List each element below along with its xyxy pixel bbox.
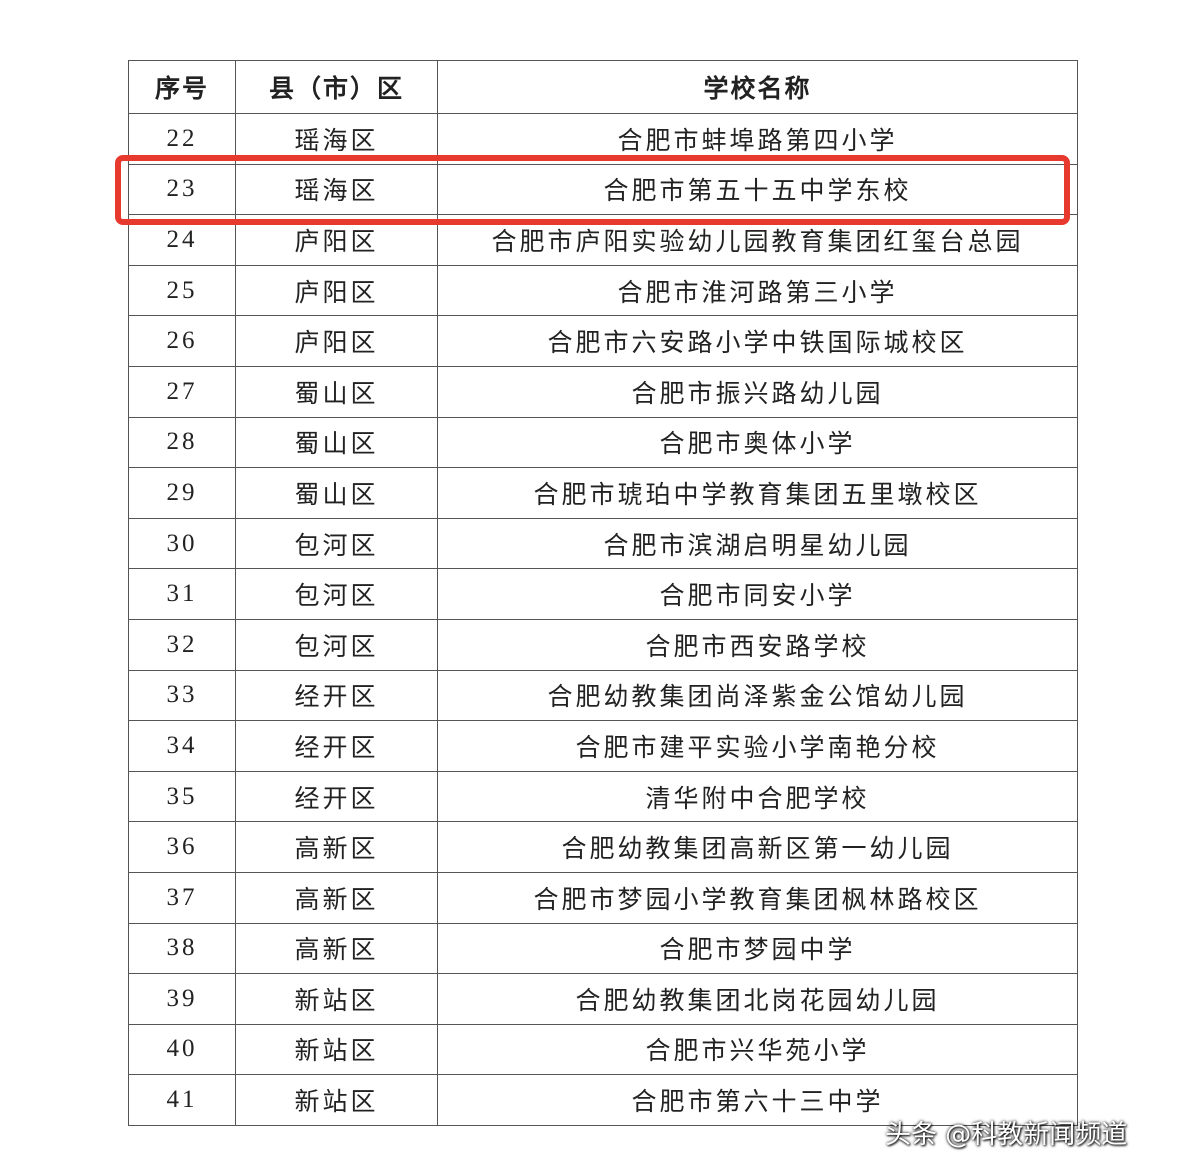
school-cell: 合肥市梦园小学教育集团枫林路校区	[437, 871, 1078, 924]
table-row: 28 蜀山区 合肥市奥体小学	[128, 416, 1078, 469]
index-cell: 35	[128, 770, 236, 823]
header-cell: 序号	[128, 60, 236, 114]
index-cell: 28	[128, 416, 236, 469]
school-cell: 合肥市淮河路第三小学	[437, 264, 1078, 317]
highlight-box	[115, 155, 1070, 225]
district-cell: 庐阳区	[235, 264, 438, 317]
table-row: 39 新站区 合肥幼教集团北岗花园幼儿园	[128, 973, 1078, 1025]
district-cell: 新站区	[235, 1074, 438, 1126]
table-row: 36 高新区 合肥幼教集团高新区第一幼儿园	[128, 821, 1078, 873]
district-cell: 高新区	[235, 922, 438, 975]
header-row: 序号 县（市）区 学校名称	[128, 60, 1078, 114]
index-cell: 26	[128, 315, 236, 367]
watermark-brand: 头条	[885, 1120, 938, 1150]
table-row: 30 包河区 合肥市滨湖启明星幼儿园	[128, 517, 1078, 570]
header-cell: 县（市）区	[235, 60, 438, 114]
district-cell: 经开区	[235, 770, 438, 823]
index-cell: 41	[128, 1074, 236, 1126]
school-cell: 清华附中合肥学校	[437, 770, 1078, 823]
table-row: 29 蜀山区 合肥市琥珀中学教育集团五里墩校区	[128, 467, 1078, 519]
index-cell: 23	[128, 163, 236, 216]
school-cell: 合肥市琥珀中学教育集团五里墩校区	[437, 467, 1078, 519]
district-cell: 经开区	[235, 720, 438, 772]
district-cell: 瑶海区	[235, 163, 438, 216]
district-cell: 经开区	[235, 669, 438, 722]
index-cell: 36	[128, 821, 236, 873]
index-cell: 39	[128, 973, 236, 1025]
table-row: 34 经开区 合肥市建平实验小学南艳分校	[128, 720, 1078, 772]
index-cell: 34	[128, 720, 236, 772]
table-row: 37 高新区 合肥市梦园小学教育集团枫林路校区	[128, 871, 1078, 924]
table-row: 35 经开区 清华附中合肥学校	[128, 770, 1078, 823]
school-cell: 合肥市同安小学	[437, 568, 1078, 620]
index-cell: 27	[128, 365, 236, 418]
index-cell: 32	[128, 618, 236, 671]
district-cell: 包河区	[235, 517, 438, 570]
district-cell: 蜀山区	[235, 365, 438, 418]
index-cell: 40	[128, 1023, 236, 1076]
district-cell: 高新区	[235, 821, 438, 873]
table-row: 33 经开区 合肥幼教集团尚泽紫金公馆幼儿园	[128, 669, 1078, 722]
school-cell: 合肥市滨湖启明星幼儿园	[437, 517, 1078, 570]
district-cell: 包河区	[235, 618, 438, 671]
district-cell: 蜀山区	[235, 416, 438, 469]
index-cell: 31	[128, 568, 236, 620]
district-cell: 高新区	[235, 871, 438, 924]
table-row: 38 高新区 合肥市梦园中学	[128, 922, 1078, 975]
table-row: 31 包河区 合肥市同安小学	[128, 568, 1078, 620]
index-cell: 29	[128, 467, 236, 519]
index-cell: 38	[128, 922, 236, 975]
district-cell: 包河区	[235, 568, 438, 620]
district-cell: 新站区	[235, 1023, 438, 1076]
header-cell: 学校名称	[437, 60, 1078, 114]
table-row: 40 新站区 合肥市兴华苑小学	[128, 1023, 1078, 1076]
table-row: 26 庐阳区 合肥市六安路小学中铁国际城校区	[128, 315, 1078, 367]
table-row: 27 蜀山区 合肥市振兴路幼儿园	[128, 365, 1078, 418]
table-row: 41 新站区 合肥市第六十三中学	[128, 1074, 1078, 1126]
watermark: 头条 @科教新闻频道	[885, 1114, 1127, 1151]
district-cell: 蜀山区	[235, 467, 438, 519]
school-cell: 合肥幼教集团高新区第一幼儿园	[437, 821, 1078, 873]
table-body: 22 瑶海区 合肥市蚌埠路第四小学 23 瑶海区 合肥市第五十五中学东校 24 庐阳区 合肥市庐…	[128, 113, 1078, 1126]
school-cell: 合肥市兴华苑小学	[437, 1023, 1078, 1076]
school-cell: 合肥市建平实验小学南艳分校	[437, 720, 1078, 772]
school-cell: 合肥幼教集团北岗花园幼儿园	[437, 973, 1078, 1025]
index-cell: 30	[128, 517, 236, 570]
district-cell: 新站区	[235, 973, 438, 1025]
school-cell: 合肥市第六十三中学	[437, 1074, 1078, 1126]
school-cell: 合肥市西安路学校	[437, 618, 1078, 671]
school-cell: 合肥市梦园中学	[437, 922, 1078, 975]
table-row: 32 包河区 合肥市西安路学校	[128, 618, 1078, 671]
watermark-account: @科教新闻频道	[945, 1120, 1128, 1150]
school-cell: 合肥幼教集团尚泽紫金公馆幼儿园	[437, 669, 1078, 722]
district-cell: 庐阳区	[235, 315, 438, 367]
index-cell: 25	[128, 264, 236, 317]
school-cell: 合肥市第五十五中学东校	[437, 163, 1078, 216]
table-row: 23 瑶海区 合肥市第五十五中学东校	[128, 163, 1078, 216]
index-cell: 37	[128, 871, 236, 924]
school-cell: 合肥市振兴路幼儿园	[437, 365, 1078, 418]
school-cell: 合肥市六安路小学中铁国际城校区	[437, 315, 1078, 367]
school-cell: 合肥市奥体小学	[437, 416, 1078, 469]
table-row: 25 庐阳区 合肥市淮河路第三小学	[128, 264, 1078, 317]
index-cell: 33	[128, 669, 236, 722]
